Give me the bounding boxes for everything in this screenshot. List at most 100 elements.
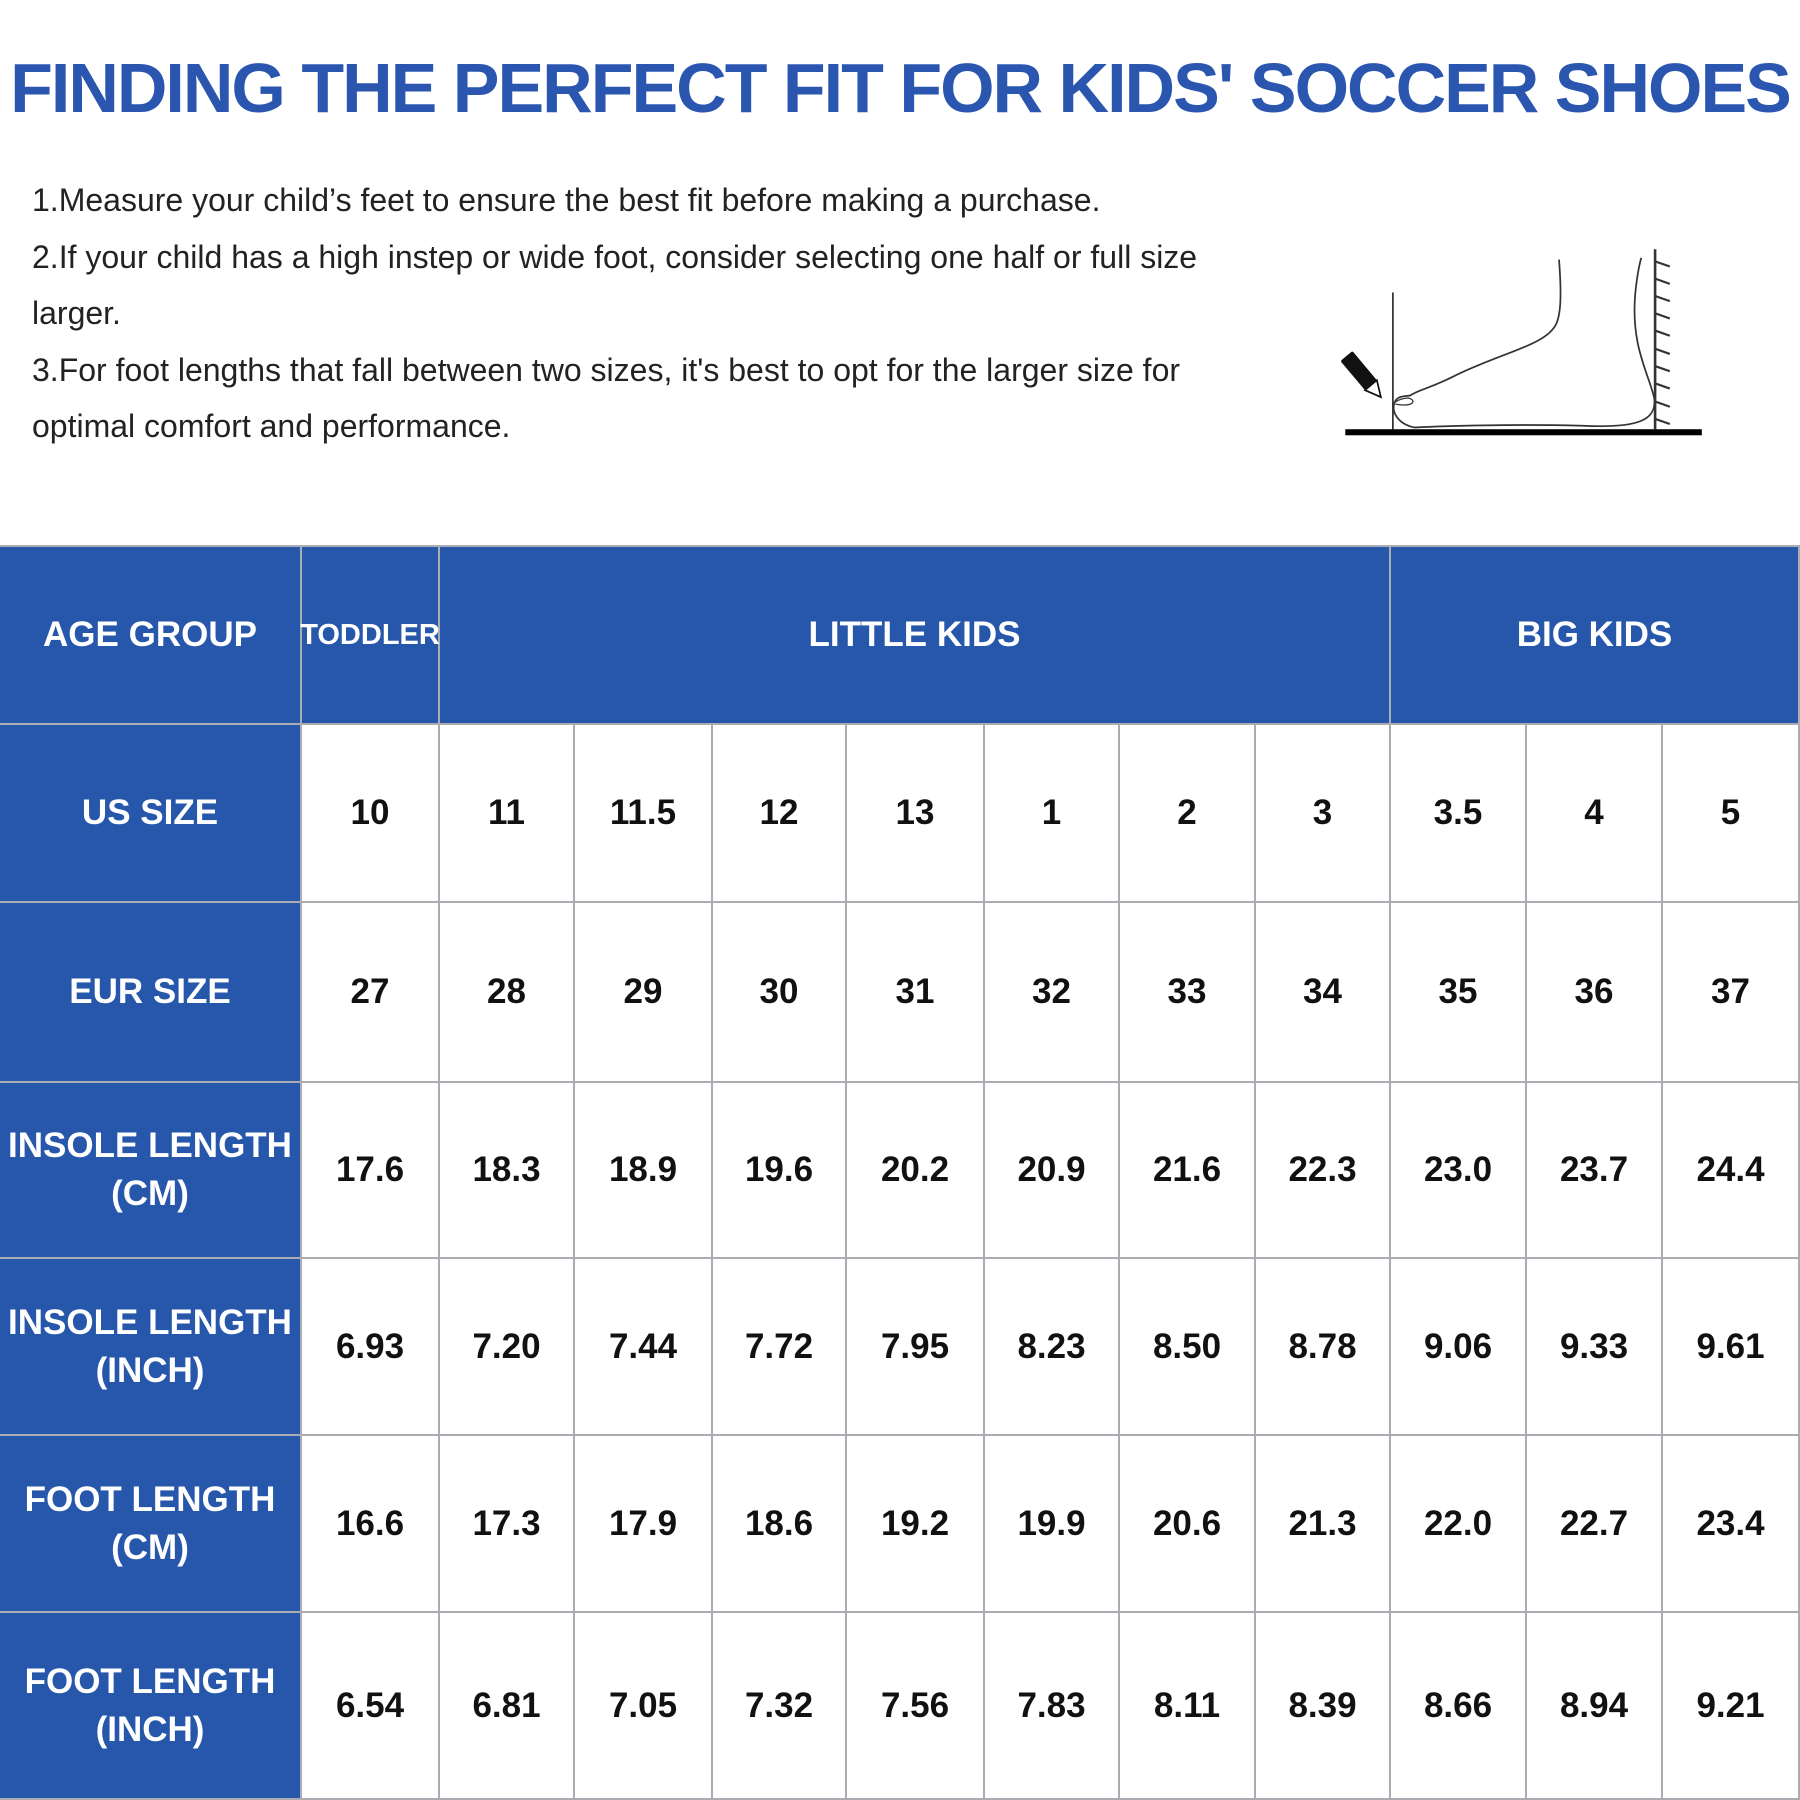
table-cell-text: 1 bbox=[1041, 793, 1062, 832]
table-cell: 6.54 bbox=[302, 1613, 440, 1800]
table-cell: 9.21 bbox=[1663, 1613, 1800, 1800]
table-cell: 20.2 bbox=[847, 1083, 985, 1259]
table-cell-text: 18.9 bbox=[608, 1150, 678, 1189]
table-cell-text: 20.9 bbox=[1017, 1150, 1086, 1189]
table-cell: 33 bbox=[1120, 903, 1256, 1083]
group-header-text: BIG KIDS bbox=[1516, 615, 1673, 654]
table-cell: 9.33 bbox=[1527, 1259, 1663, 1436]
size-chart-table: AGE GROUP TODDLER LITTLE KIDS BIG KIDS US SI… bbox=[0, 547, 1800, 1800]
table-cell: 28 bbox=[440, 903, 575, 1083]
table-cell: 23.7 bbox=[1527, 1083, 1663, 1259]
table-cell-text: 10 bbox=[350, 793, 390, 832]
table-cell-text: 22.0 bbox=[1423, 1503, 1493, 1543]
table-cell-text: 7.44 bbox=[608, 1326, 678, 1366]
table-cell: 7.56 bbox=[847, 1613, 985, 1800]
table-cell: 6.93 bbox=[302, 1259, 440, 1436]
table-cell: 9.06 bbox=[1391, 1259, 1527, 1436]
tip-2: 2.If your child has a high instep or wid… bbox=[32, 238, 1198, 332]
table-cell-text: 9.06 bbox=[1423, 1326, 1493, 1366]
table-cell-text: 8.39 bbox=[1288, 1685, 1357, 1725]
table-cell: 7.72 bbox=[713, 1259, 847, 1436]
foot-measurement-icon bbox=[1341, 249, 1702, 436]
table-cell-text: 3.5 bbox=[1433, 793, 1483, 832]
table-cell-text: 36 bbox=[1574, 972, 1614, 1011]
table-cell-text: 11.5 bbox=[609, 793, 677, 832]
table-cell: 11.5 bbox=[575, 725, 713, 903]
table-cell-text: 18.6 bbox=[744, 1503, 814, 1543]
table-cell: 8.39 bbox=[1256, 1613, 1391, 1800]
table-cell-text: 17.6 bbox=[335, 1150, 405, 1189]
table-cell-text: 17.3 bbox=[472, 1503, 541, 1543]
table-cell: 8.50 bbox=[1120, 1259, 1256, 1436]
row-header-text: FOOT LENGTH (CM) bbox=[24, 1479, 276, 1567]
table-cell: 16.6 bbox=[302, 1436, 440, 1613]
row-header: INSOLE LENGTH (INCH) bbox=[0, 1259, 302, 1436]
table-cell: 31 bbox=[847, 903, 985, 1083]
table-cell-text: 8.66 bbox=[1423, 1685, 1493, 1725]
table-cell-text: 8.11 bbox=[1153, 1685, 1221, 1725]
table-cell-text: 7.95 bbox=[880, 1326, 950, 1366]
group-header-text: TODDLER bbox=[300, 619, 440, 651]
table-cell: 3.5 bbox=[1391, 725, 1527, 903]
table-cell: 4 bbox=[1527, 725, 1663, 903]
table-cell-text: 8.23 bbox=[1017, 1326, 1086, 1366]
row-header: FOOT LENGTH (INCH) bbox=[0, 1613, 302, 1800]
table-cell-text: 29 bbox=[623, 972, 663, 1011]
row-header-text: INSOLE LENGTH (CM) bbox=[8, 1126, 292, 1213]
table-cell-text: 22.3 bbox=[1288, 1150, 1357, 1189]
table-cell: 7.95 bbox=[847, 1259, 985, 1436]
table-cell-text: 23.7 bbox=[1559, 1150, 1629, 1189]
table-cell-text: 37 bbox=[1711, 972, 1750, 1011]
page-title: FINDING THE PERFECT FIT FOR KIDS' SOCCER… bbox=[10, 49, 1792, 127]
table-cell-text: 22.7 bbox=[1559, 1503, 1629, 1543]
table-cell-text: 33 bbox=[1167, 972, 1207, 1011]
table-cell: 21.3 bbox=[1256, 1436, 1391, 1613]
row-header: US SIZE bbox=[0, 725, 302, 903]
table-cell: 21.6 bbox=[1120, 1083, 1256, 1259]
table-cell-text: 9.21 bbox=[1696, 1685, 1765, 1725]
row-header-text: FOOT LENGTH (INCH) bbox=[24, 1661, 276, 1749]
table-cell-text: 20.2 bbox=[880, 1150, 950, 1189]
table-cell: 2 bbox=[1120, 725, 1256, 903]
table-cell-text: 6.81 bbox=[472, 1685, 541, 1725]
fit-tips: 1.Measure your child’s feet to ensure th… bbox=[32, 172, 1292, 455]
table-cell-text: 7.83 bbox=[1017, 1685, 1086, 1725]
table-cell-text: 23.0 bbox=[1423, 1150, 1493, 1189]
group-header: LITTLE KIDS bbox=[440, 547, 1391, 725]
table-cell: 22.7 bbox=[1527, 1436, 1663, 1613]
table-top-border bbox=[0, 545, 1800, 548]
row-header-text: EUR SIZE bbox=[69, 972, 231, 1011]
table-cell-text: 19.6 bbox=[744, 1150, 814, 1189]
table-cell-text: 5 bbox=[1720, 793, 1741, 832]
group-header-text: LITTLE KIDS bbox=[808, 615, 1021, 654]
table-cell: 19.6 bbox=[713, 1083, 847, 1259]
table-cell: 9.61 bbox=[1663, 1259, 1800, 1436]
table-cell-text: 24.4 bbox=[1696, 1150, 1765, 1189]
table-cell: 1 bbox=[985, 725, 1120, 903]
table-cell: 11 bbox=[440, 725, 575, 903]
table-cell: 7.83 bbox=[985, 1613, 1120, 1800]
table-cell: 18.3 bbox=[440, 1083, 575, 1259]
row-header: EUR SIZE bbox=[0, 903, 302, 1083]
table-cell-text: 8.78 bbox=[1288, 1326, 1357, 1366]
group-header: TODDLER bbox=[300, 547, 440, 725]
table-cell-text: 19.9 bbox=[1017, 1503, 1086, 1543]
tip-3: 3.For foot lengths that fall between two… bbox=[32, 351, 1181, 445]
table-cell-text: 11 bbox=[488, 793, 525, 832]
row-header: INSOLE LENGTH (CM) bbox=[0, 1083, 302, 1259]
table-cell: 32 bbox=[985, 903, 1120, 1083]
table-cell: 19.2 bbox=[847, 1436, 985, 1613]
table-cell-text: 7.20 bbox=[472, 1326, 541, 1366]
table-cell: 30 bbox=[713, 903, 847, 1083]
table-cell-text: 8.94 bbox=[1559, 1685, 1629, 1725]
table-cell: 17.9 bbox=[575, 1436, 713, 1613]
table-cell-text: 12 bbox=[759, 793, 799, 832]
table-cell: 7.32 bbox=[713, 1613, 847, 1800]
table-cell: 5 bbox=[1663, 725, 1800, 903]
table-cell: 8.78 bbox=[1256, 1259, 1391, 1436]
table-cell-text: 28 bbox=[487, 972, 526, 1011]
row-header-text: US SIZE bbox=[81, 793, 219, 832]
table-cell: 18.9 bbox=[575, 1083, 713, 1259]
table-cell: 23.0 bbox=[1391, 1083, 1527, 1259]
table-cell: 17.3 bbox=[440, 1436, 575, 1613]
